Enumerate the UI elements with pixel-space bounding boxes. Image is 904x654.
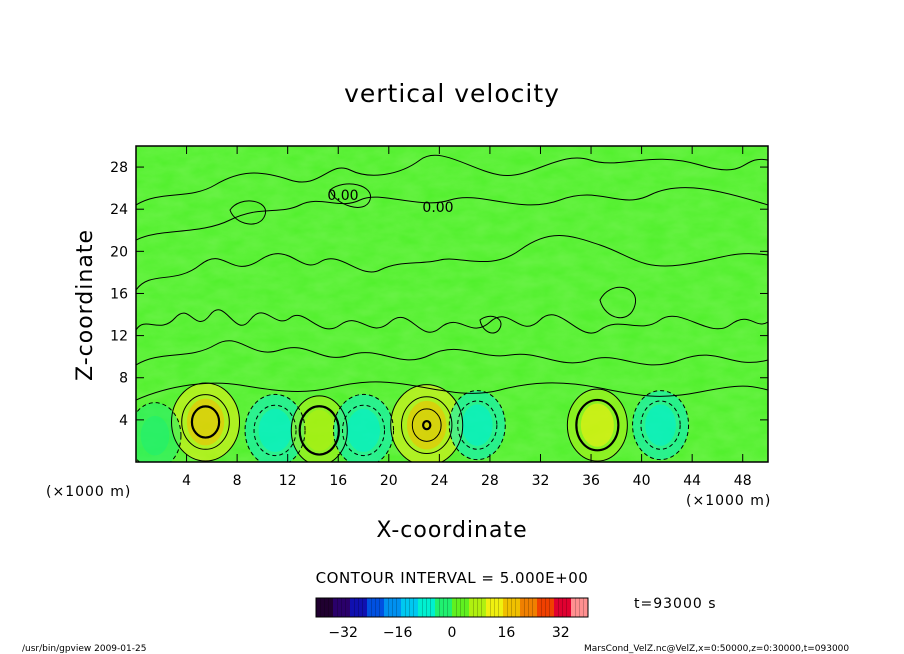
x-tick-label: 12 <box>279 473 297 489</box>
x-tick-label: 24 <box>430 473 448 489</box>
x-tick-label: 44 <box>683 473 701 489</box>
cell-contour <box>171 382 241 462</box>
plot-area: 0.00 0.00 <box>136 146 768 462</box>
cell-contour <box>390 384 464 462</box>
cell-contour <box>298 405 340 456</box>
colorbar-segment <box>418 598 436 617</box>
x-tick-label: 20 <box>380 473 398 489</box>
y-tick-label: 24 <box>110 202 128 218</box>
time-label: t=93000 s <box>634 596 717 612</box>
y-tick-label: 20 <box>110 244 128 260</box>
cell-contour <box>190 405 221 439</box>
velocity-cell-core <box>406 400 447 450</box>
colorbar-segment <box>401 598 419 617</box>
cell-contour <box>181 394 230 450</box>
colorbar-segment <box>554 598 572 617</box>
footer-program: /usr/bin/gpview 2009-01-25 <box>22 644 146 654</box>
chart-title: vertical velocity <box>344 79 560 108</box>
x-ticks: 4 8 12 16 20 24 28 32 36 40 44 48 <box>182 146 752 489</box>
x-tick-label: 28 <box>481 473 499 489</box>
cell-contours <box>136 382 690 462</box>
colorbar-segment <box>537 598 555 617</box>
cell-contour <box>244 393 306 462</box>
y-axis-label: Z-coordinate <box>73 229 98 381</box>
footer-source: MarsCond_VelZ.nc@VelZ,x=0:50000,z=0:3000… <box>584 644 849 654</box>
contour-interval: CONTOUR INTERVAL = 5.000E+00 <box>316 569 589 587</box>
colorbar-segment <box>384 598 402 617</box>
y-tick-label: 12 <box>110 329 128 345</box>
colorbar-segment <box>486 598 504 617</box>
colorbar-segment <box>367 598 385 617</box>
colorbar-segment <box>469 598 487 617</box>
x-tick-label: 32 <box>532 473 550 489</box>
cell-contour <box>566 388 628 462</box>
cell-contour <box>575 398 620 452</box>
x-unit-left: (×1000 m) <box>46 484 131 500</box>
colorbar-segment <box>571 598 589 617</box>
colorbar-segment <box>503 598 521 617</box>
cell-contour <box>333 393 395 462</box>
plot-frame <box>135 145 769 463</box>
cell-contour <box>422 419 432 431</box>
colorbar-frame <box>315 597 589 618</box>
cell-contour <box>401 396 453 454</box>
x-tick-label: 48 <box>734 473 752 489</box>
colorbar-tick-label: 16 <box>497 625 515 641</box>
cell-contour <box>457 400 498 450</box>
colorbar-tick-label: 32 <box>552 625 570 641</box>
upper-contours <box>136 154 768 401</box>
cell-contour <box>136 402 182 462</box>
colorbar-segment <box>350 598 368 617</box>
cell-contour <box>640 400 681 450</box>
velocity-cell-core <box>140 415 170 456</box>
x-unit-right: (×1000 m) <box>686 493 771 509</box>
colorbar <box>316 598 589 617</box>
colorbar-segment <box>452 598 470 617</box>
y-tick-label: 8 <box>119 371 128 387</box>
y-tick-label: 28 <box>110 160 128 176</box>
x-tick-label: 8 <box>233 473 242 489</box>
colorbar-tick-label: 0 <box>448 625 457 641</box>
cell-contour <box>290 395 348 462</box>
cell-contour <box>342 404 386 457</box>
colorbar-segment <box>316 598 334 617</box>
x-tick-label: 4 <box>182 473 191 489</box>
cell-contour <box>632 390 690 461</box>
colorbar-ticks: −32 −16 0 16 32 <box>328 625 569 641</box>
y-tick-label: 16 <box>110 286 128 302</box>
colorbar-segment <box>435 598 453 617</box>
velocity-cell-core <box>303 409 335 452</box>
velocity-cell-core <box>580 403 614 447</box>
velocity-cell-core <box>461 404 493 446</box>
y-tick-label: 4 <box>119 413 128 429</box>
velocity-cell-core <box>347 408 381 452</box>
velocity-cell-core <box>258 408 292 452</box>
colorbar-tick-label: −16 <box>383 625 413 641</box>
velocity-cell-core <box>645 404 676 446</box>
colorbar-tick-label: −32 <box>328 625 358 641</box>
x-tick-label: 40 <box>633 473 651 489</box>
contour-label-2: 0.00 <box>422 200 453 216</box>
cell-contour <box>411 408 442 442</box>
cell-contour <box>253 404 297 457</box>
x-tick-label: 36 <box>582 473 600 489</box>
contour-label-1: 0.00 <box>327 188 358 204</box>
x-axis-label: X-coordinate <box>376 518 527 543</box>
y-ticks: 4 8 12 16 20 24 28 <box>110 160 768 429</box>
cell-contour <box>448 390 506 461</box>
x-tick-label: 16 <box>329 473 347 489</box>
colorbar-segment <box>520 598 538 617</box>
colorbar-segment <box>333 598 351 617</box>
